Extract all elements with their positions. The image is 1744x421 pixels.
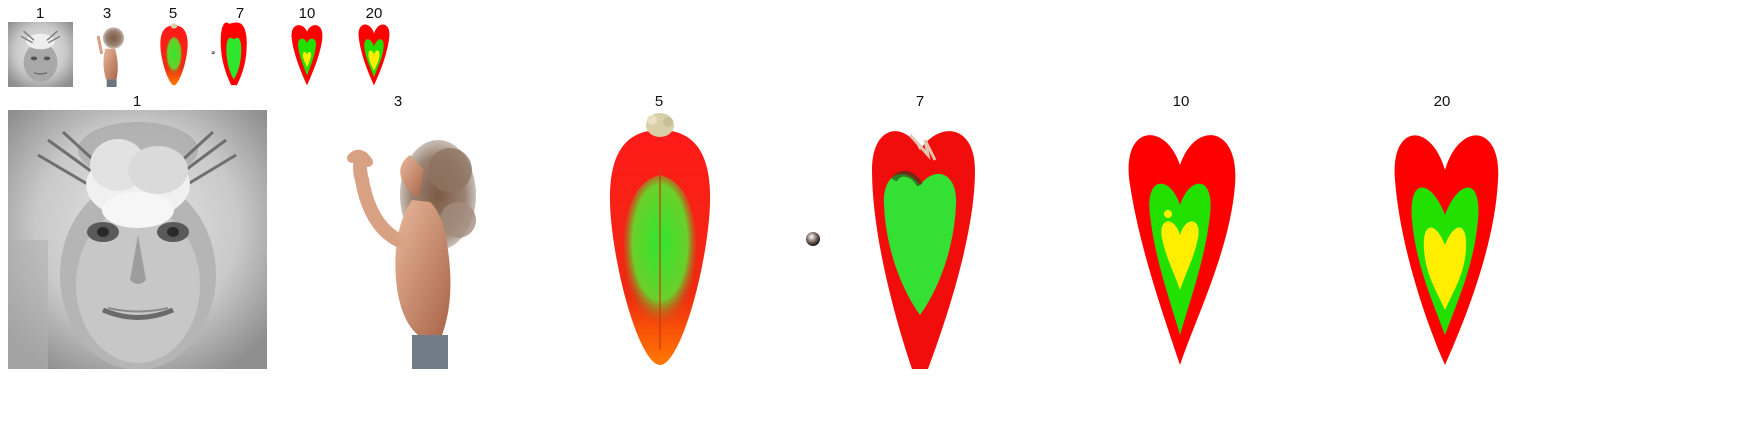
large-image-heart-20 bbox=[1340, 110, 1540, 369]
thumbnail-label: 3 bbox=[102, 5, 112, 22]
thumbnail-image-heart-10 bbox=[290, 22, 324, 87]
thumbnail-label: 10 bbox=[298, 5, 316, 22]
large-image-label: 3 bbox=[393, 93, 403, 110]
large-image-label: 1 bbox=[132, 93, 142, 110]
large-image-portrait bbox=[8, 110, 267, 369]
thumbnail-image-portrait bbox=[8, 22, 73, 87]
thumbnail-image-woman bbox=[90, 22, 128, 87]
large-image-label: 5 bbox=[654, 93, 664, 110]
large-image-label: 20 bbox=[1433, 93, 1451, 110]
large-image-heart-10 bbox=[1080, 110, 1280, 369]
large-image-pepper bbox=[560, 110, 760, 369]
thumbnail-label: 7 bbox=[235, 5, 245, 22]
large-image-label: 7 bbox=[915, 93, 925, 110]
thumbnail-label: 1 bbox=[35, 5, 45, 22]
thumbnail-label: 20 bbox=[365, 5, 383, 22]
thumbnail-label: 5 bbox=[168, 5, 178, 22]
thumbnail-image-heart-7 bbox=[210, 22, 260, 87]
large-image-heart-7 bbox=[800, 110, 1000, 369]
large-image-woman bbox=[300, 110, 500, 369]
thumbnail-image-pepper bbox=[158, 22, 190, 87]
thumbnail-image-heart-20 bbox=[357, 22, 391, 87]
large-image-label: 10 bbox=[1172, 93, 1190, 110]
